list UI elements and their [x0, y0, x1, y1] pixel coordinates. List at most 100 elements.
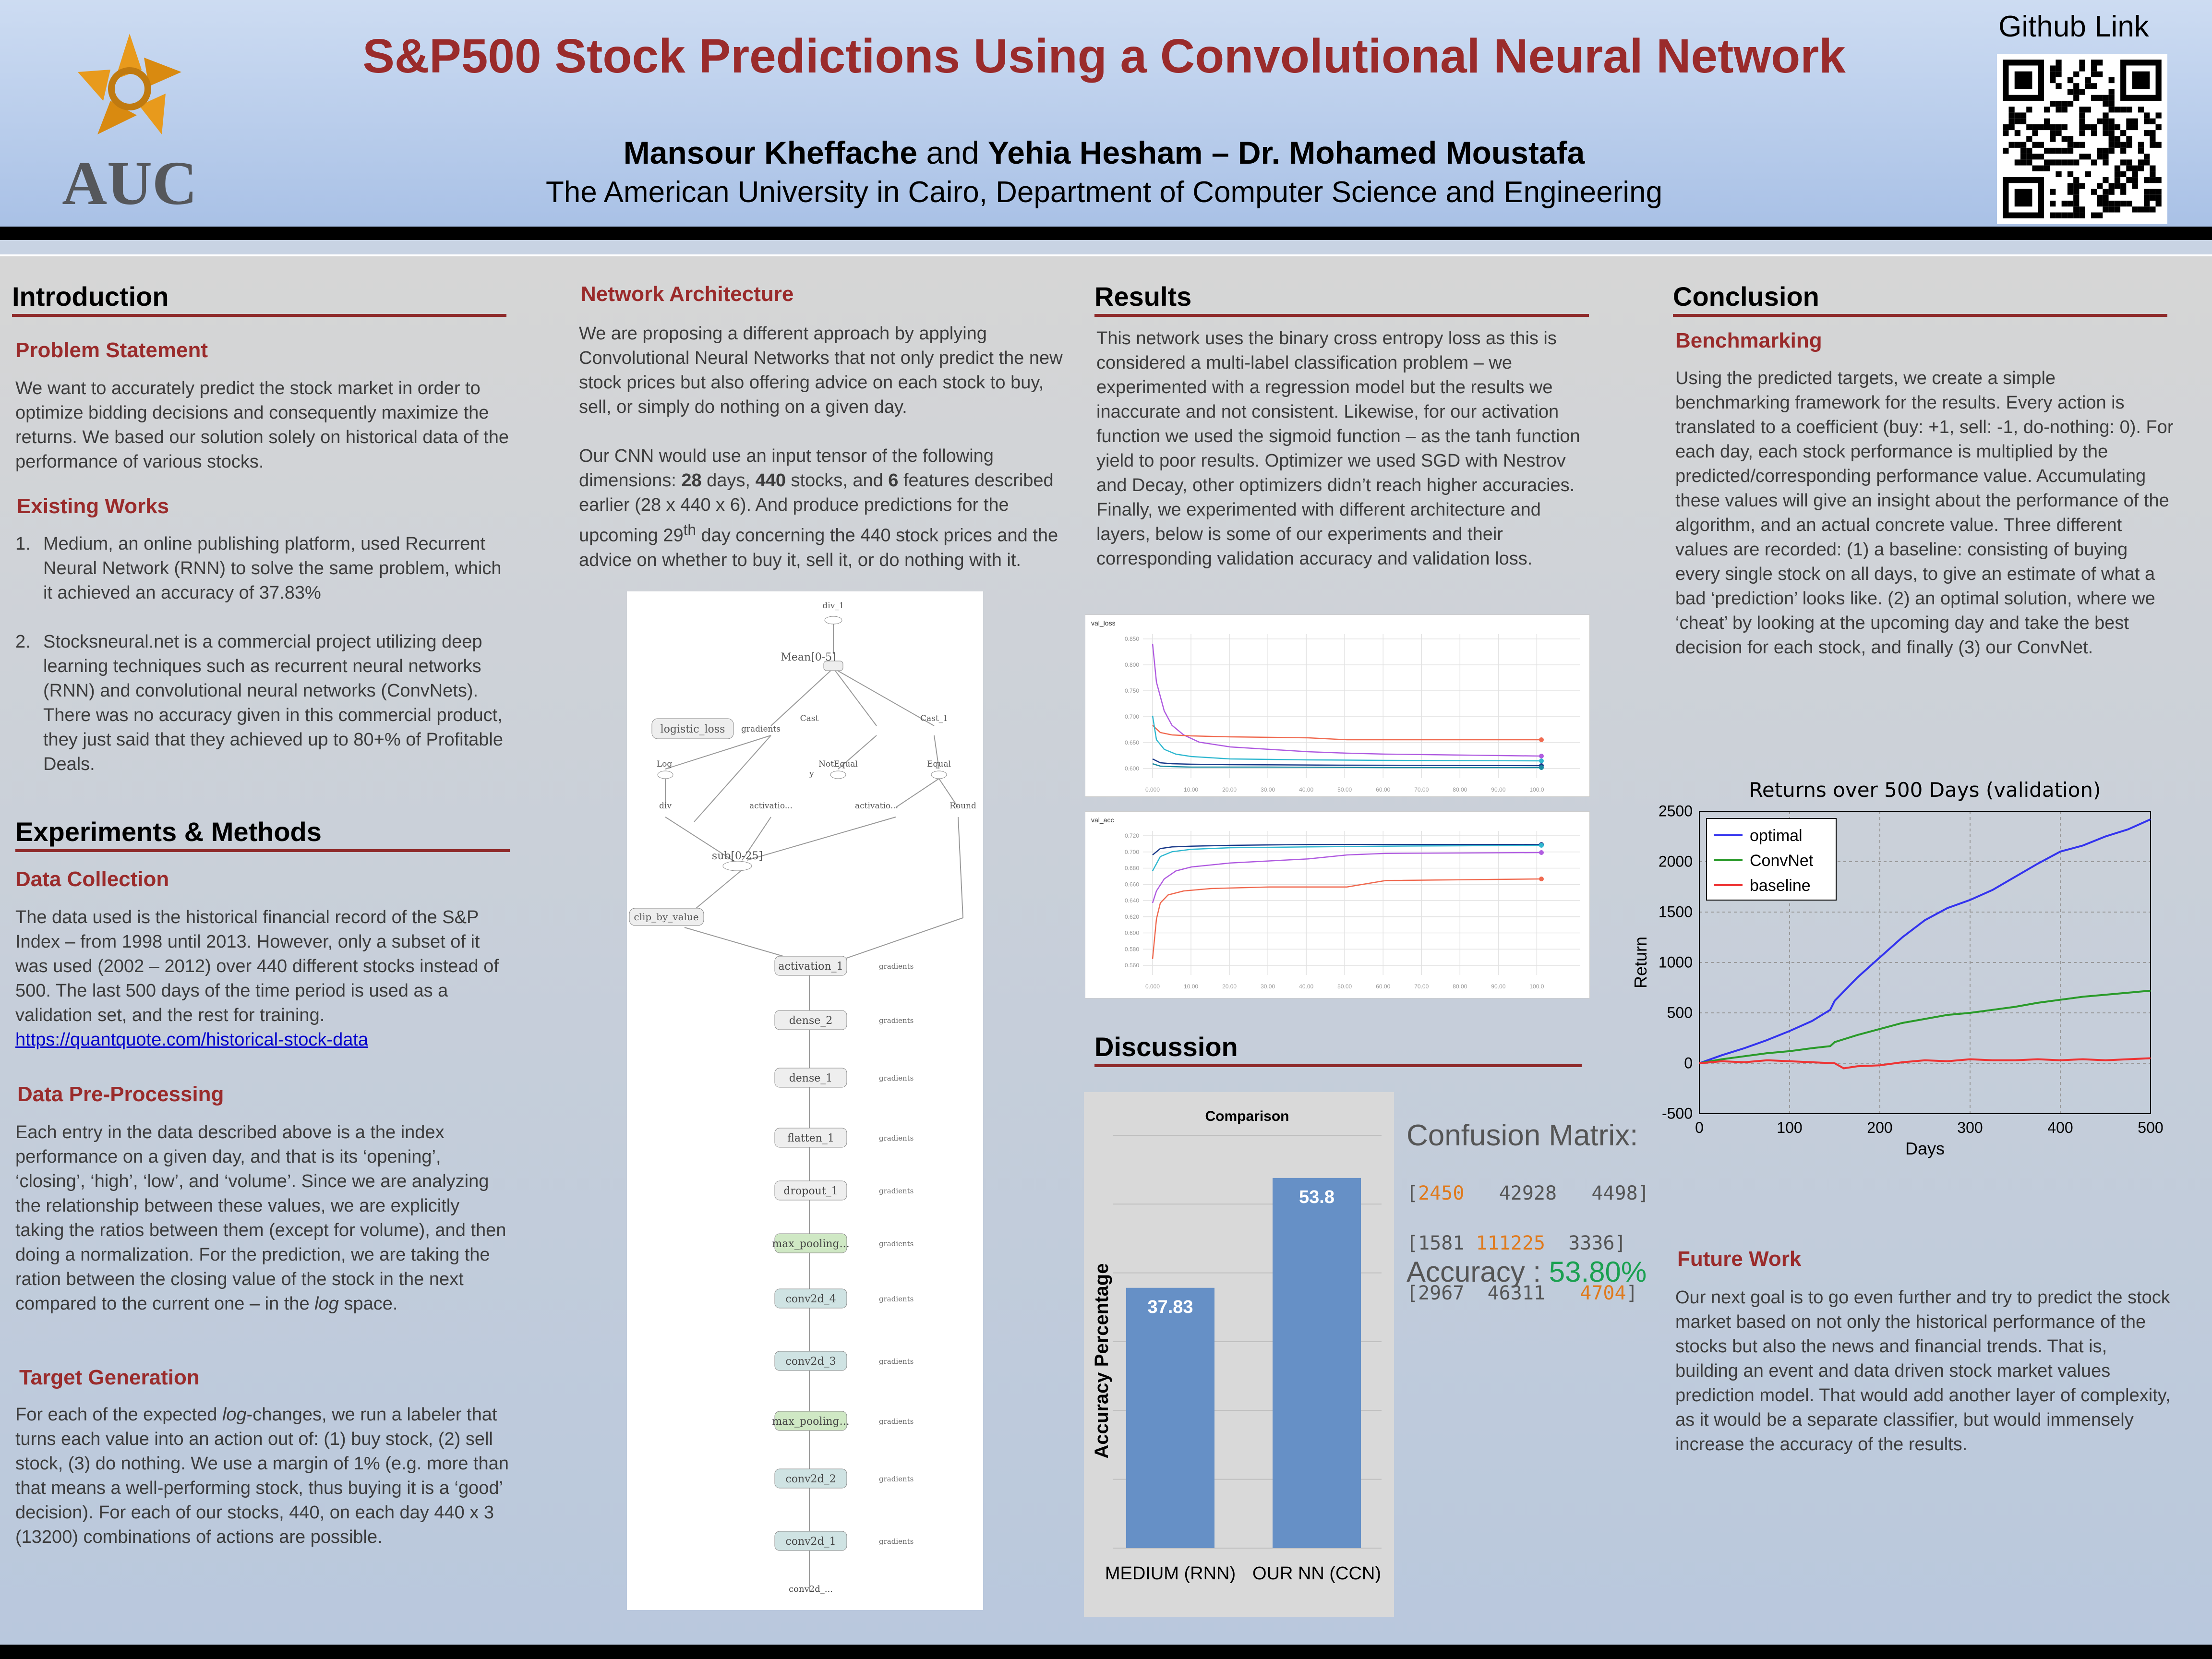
y-tick-label: 0.700: [1125, 713, 1139, 720]
node-sub: sub[0-25]: [712, 850, 763, 862]
graph-node-label-maxpool_b: max_pooling...: [772, 1416, 849, 1428]
list-item: 1. Medium, an online publishing platform,…: [15, 534, 502, 603]
confusion-matrix: [2450 42928 4498] [1581 111225 3336] [29…: [1407, 1156, 1649, 1331]
y-tick-label: 0.750: [1125, 687, 1139, 694]
bar-1: [1273, 1178, 1361, 1548]
x-tick-label: 100.0: [1529, 786, 1544, 793]
x-category-label: MEDIUM (RNN): [1105, 1563, 1236, 1584]
accuracy-line: Accuracy : 53.80%: [1407, 1255, 1647, 1288]
graph-node-conv2d4: [774, 1288, 847, 1309]
series-line-series-4: [1152, 763, 1541, 769]
bar-value-label: 53.8: [1299, 1187, 1334, 1207]
github-link-label: Github Link: [1998, 10, 2149, 43]
graph-node-conv2d3: [774, 1351, 847, 1371]
graph-node-gradients-label: gradients: [879, 1417, 914, 1426]
cm-row-3: [2967 46311 4704]: [1407, 1282, 1638, 1304]
x-tick-label: 20.00: [1222, 983, 1237, 990]
x-tick-label: 90.00: [1491, 983, 1505, 990]
x-tick-label: 30.00: [1261, 786, 1275, 793]
existing-works-heading: Existing Works: [17, 494, 169, 518]
y-tick-label: 0: [1684, 1055, 1693, 1072]
node-div: div: [659, 801, 672, 811]
graph-node-label-activation1: activation_1: [778, 961, 843, 973]
introduction-heading: Introduction: [12, 281, 506, 317]
graph-node-maxpool_a: [774, 1233, 847, 1253]
network-architecture-heading: Network Architecture: [581, 282, 794, 306]
y-tick-label: 0.680: [1125, 865, 1139, 872]
x-tick-label: 0: [1695, 1119, 1704, 1136]
y-tick-label: 0.580: [1125, 946, 1139, 952]
graph-node-label-maxpool_a: max_pooling...: [772, 1238, 849, 1250]
future-work-text: Our next goal is to go even further and …: [1675, 1287, 2171, 1455]
y-axis-label: Accuracy Percentage: [1091, 1263, 1112, 1459]
y-tick-label: 0.850: [1125, 636, 1139, 642]
y-tick-label: 0.600: [1125, 930, 1139, 937]
plot-frame: [1699, 811, 2151, 1114]
results-text: This network uses the binary cross entro…: [1096, 328, 1580, 569]
poster-title: S&P500 Stock Predictions Using a Convolu…: [362, 29, 1846, 83]
series-end-point: [1539, 843, 1544, 848]
series-line-series-0: [1152, 844, 1541, 855]
val-loss-svg: val_loss 0.000 10.00 20.00 30.00 40.00 50.00 60…: [1091, 619, 1580, 793]
x-tick-label: 100: [1777, 1119, 1802, 1136]
logo-text: AUC: [62, 149, 197, 214]
quantquote-link[interactable]: https://quantquote.com/historical-stock-…: [15, 1030, 369, 1050]
node-cast1: Cast_1: [920, 714, 948, 723]
graph-node-conv2d1: [774, 1531, 847, 1551]
y-tick-label: 0.560: [1125, 962, 1139, 969]
y-tick-label: 0.600: [1125, 765, 1139, 772]
accuracy-label: Accuracy :: [1407, 1256, 1549, 1288]
graph-node-gradients-label: gradients: [879, 1475, 914, 1483]
graph-node-gradients-label: gradients: [879, 1074, 914, 1082]
node-div1: div_1: [822, 601, 844, 611]
discussion-heading: Discussion: [1094, 1031, 1582, 1067]
series-line-series-1: [1152, 725, 1541, 741]
x-axis-label: Days: [1905, 1139, 1945, 1158]
affiliation: The American University in Cairo, Depart…: [545, 176, 1663, 209]
node-round: Round: [950, 801, 976, 811]
chart-title: val_loss: [1091, 619, 1116, 627]
node-equal: Equal: [927, 759, 951, 769]
returns-chart: Returns over 500 Days (validation) 0 100 20…: [1623, 768, 2165, 1166]
x-tick-label: 70.00: [1414, 786, 1429, 793]
accuracy-value: 53.80%: [1549, 1256, 1647, 1288]
data-collection-heading: Data Collection: [15, 867, 169, 891]
series-line-series-3: [1152, 878, 1542, 959]
x-tick-label: 20.00: [1222, 786, 1237, 793]
y-tick-label: 0.620: [1125, 914, 1139, 920]
target-generation-heading: Target Generation: [19, 1366, 200, 1389]
y-tick-label: 0.720: [1125, 832, 1139, 839]
node-logistic-loss: logistic_loss: [661, 723, 725, 735]
cm-row-1: [2450 42928 4498]: [1407, 1182, 1649, 1204]
graph-node-gradients-label: gradients: [879, 962, 914, 971]
graph-node-gradients-label: gradients: [879, 1295, 914, 1303]
y-tick-label: 0.800: [1125, 661, 1139, 668]
y-tick-label: 0.700: [1125, 849, 1139, 855]
author-1: Mansour Kheffache: [623, 135, 918, 170]
val-loss-chart: val_loss 0.000 10.00 20.00 30.00 40.00 50.00 60…: [1085, 614, 1590, 797]
node-activation-a: activatio...: [749, 801, 793, 811]
series-end-point: [1539, 737, 1544, 742]
x-tick-label: 80.00: [1453, 786, 1467, 793]
x-tick-label: 200: [1867, 1119, 1892, 1136]
poster-header: AUC S&P500 Stock Predictions Using a Con…: [0, 0, 2212, 240]
benchmarking-heading: Benchmarking: [1675, 329, 1822, 352]
github-qr-code[interactable]: [1997, 54, 2167, 224]
graph-node-activation1: [774, 956, 847, 976]
comparison-svg: Comparison Accuracy Percentage 37.83 MEDIUM…: [1091, 1108, 1382, 1584]
series-line-ConvNet: [1699, 989, 2151, 1064]
graph-node-gradients-label: gradients: [879, 1537, 914, 1546]
auc-logo: AUC: [62, 34, 197, 214]
graph-node-label-dense1: dense_1: [789, 1072, 833, 1084]
benchmarking-text: Using the predicted targets, we create a…: [1675, 368, 2174, 658]
authors-line: Mansour Kheffache and Yehia Hesham – Dr.…: [288, 134, 1920, 171]
series-end-point: [1539, 877, 1544, 881]
y-tick-label: 0.660: [1125, 881, 1139, 888]
bar-0: [1126, 1287, 1214, 1548]
x-tick-label: 100.0: [1529, 983, 1544, 990]
node-notequal: NotEqual: [818, 759, 858, 769]
node-label-gradients: gradients: [741, 724, 781, 734]
graph-node-gradients-label: gradients: [879, 1357, 914, 1366]
node-y: y: [809, 769, 814, 779]
graph-node-gradients-label: gradients: [879, 1016, 914, 1025]
